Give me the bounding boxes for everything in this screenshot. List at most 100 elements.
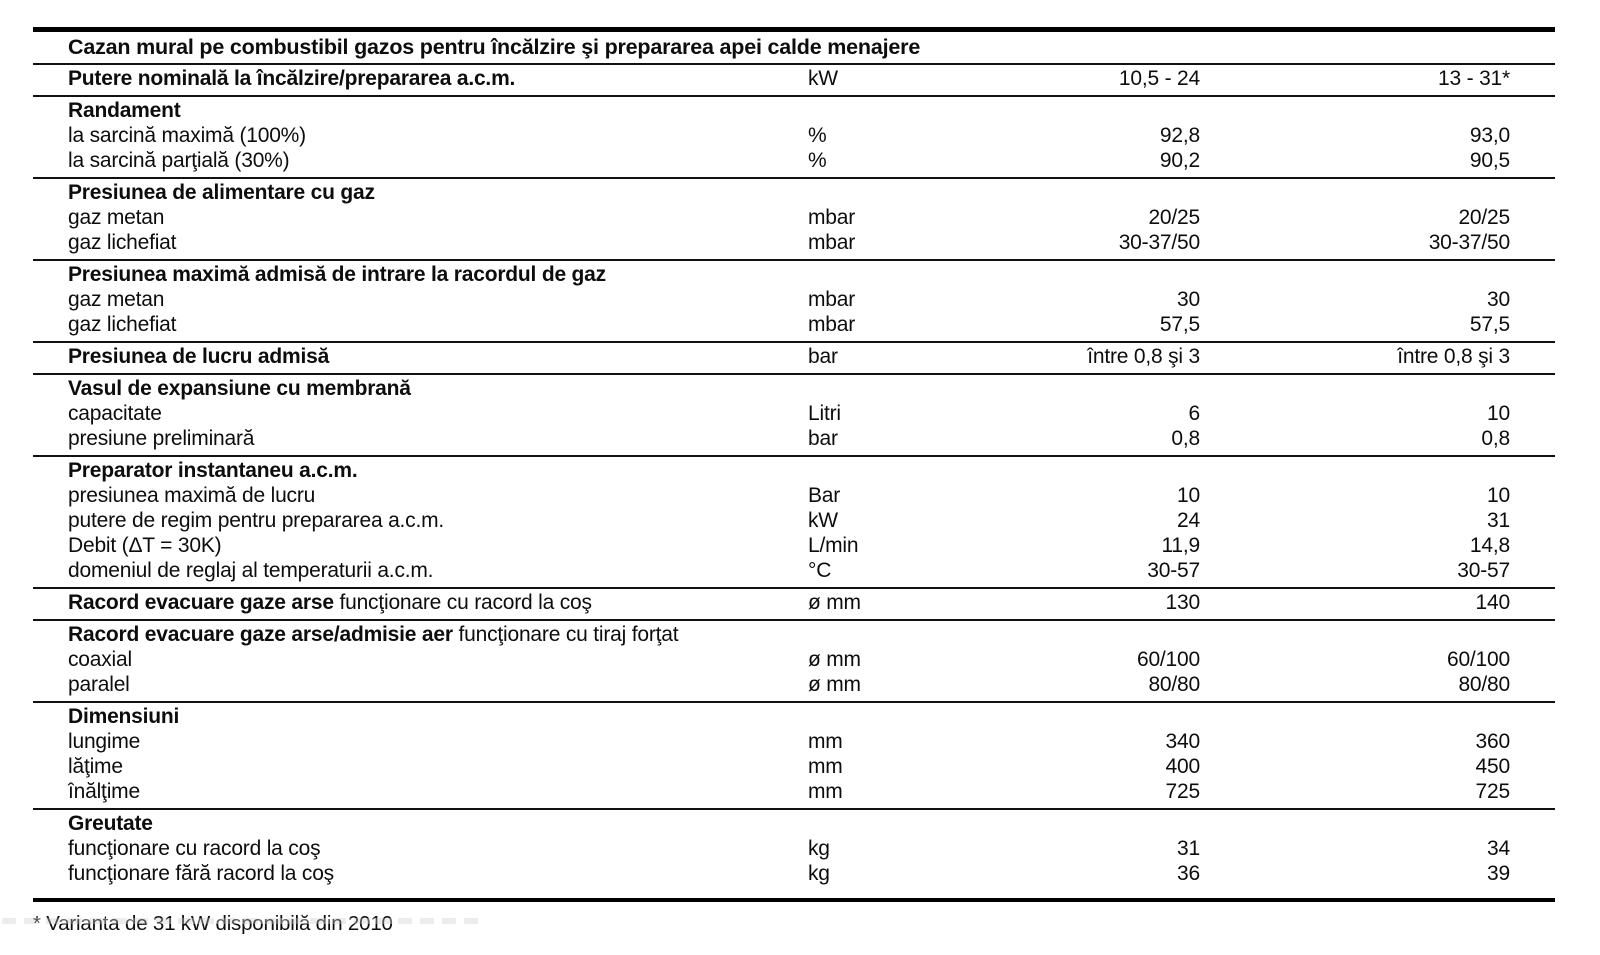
row-label-bold: Racord evacuare gaze arse <box>68 591 334 614</box>
section-putere-nominala: Putere nominală la încălzire/prepararea … <box>33 63 1555 95</box>
row-value-1: 0,8 <box>1171 427 1200 450</box>
table-row: funcţionare fără racord la coş kg 36 39 <box>33 861 1555 886</box>
row-value-1: între 0,8 şi 3 <box>1087 345 1200 368</box>
table-row: Debit (ΔT = 30K) L/min 11,9 14,8 <box>33 533 1555 558</box>
row-value-1: 60/100 <box>1136 648 1200 671</box>
scan-cutoff-artifact <box>2 918 482 924</box>
spacer-cell <box>808 376 993 401</box>
row-label: funcţionare fără racord la coş <box>68 862 334 885</box>
spacer-cell <box>993 622 1200 647</box>
row-label: Presiunea de lucru admisă <box>68 345 330 368</box>
spacer-cell <box>808 262 993 287</box>
section-header-rest: funcţionare cu tiraj forţat <box>452 623 679 646</box>
section-header-row: Presiunea de alimentare cu gaz <box>33 180 1555 205</box>
section-header: Vasul de expansiune cu membrană <box>68 377 411 400</box>
spacer-cell <box>993 180 1200 205</box>
section-header: Presiunea maximă admisă de intrare la ra… <box>68 263 606 286</box>
row-value-2: 57,5 <box>1469 313 1510 336</box>
row-label: presiune preliminară <box>68 427 255 450</box>
spacer-cell <box>1200 98 1555 123</box>
table-row: înălţime mm 725 725 <box>33 779 1555 804</box>
spacer-cell <box>1200 811 1555 836</box>
table-row: la sarcină maximă (100%) % 92,8 93,0 <box>33 123 1555 148</box>
spacer-cell <box>1200 622 1555 647</box>
table-row: lungime mm 340 360 <box>33 729 1555 754</box>
section-vas-expansiune: Vasul de expansiune cu membrană capacita… <box>33 373 1555 455</box>
section-header: Greutate <box>68 812 153 835</box>
section-header-row: Presiunea maximă admisă de intrare la ra… <box>33 262 1555 287</box>
row-value-1: 10 <box>1177 484 1200 507</box>
section-header-row: Vasul de expansiune cu membrană <box>33 376 1555 401</box>
row-unit: % <box>808 124 827 147</box>
row-value-2: 360 <box>1475 730 1511 753</box>
row-value-2: 30-57 <box>1457 559 1510 582</box>
row-label: gaz lichefiat <box>68 313 177 336</box>
spacer-cell <box>993 458 1200 483</box>
row-value-1: 340 <box>1165 730 1201 753</box>
table-row: gaz lichefiat mbar 30-37/50 30-37/50 <box>33 230 1555 255</box>
section-header-row: Racord evacuare gaze arse/admisie aer fu… <box>33 622 1555 647</box>
table-title: Cazan mural pe combustibil gazos pentru … <box>68 35 921 59</box>
row-unit: kg <box>808 862 830 885</box>
table-row: la sarcină parţială (30%) % 90,2 90,5 <box>33 148 1555 173</box>
spacer-cell <box>993 811 1200 836</box>
spacer-cell <box>993 262 1200 287</box>
section-header-bold: Racord evacuare gaze arse/admisie aer <box>68 623 453 646</box>
section-presiune-maxima-intrare: Presiunea maximă admisă de intrare la ra… <box>33 259 1555 341</box>
spacer-cell <box>808 180 993 205</box>
row-unit: °C <box>808 559 832 582</box>
row-value-1: 57,5 <box>1159 313 1200 336</box>
spacer-cell <box>808 811 993 836</box>
table-row: domeniul de reglaj al temperaturii a.c.m… <box>33 558 1555 583</box>
spacer-cell <box>993 98 1200 123</box>
section-preparator-acm: Preparator instantaneu a.c.m. presiunea … <box>33 455 1555 587</box>
row-value-2: 20/25 <box>1458 206 1510 229</box>
row-value-1: 30-37/50 <box>1118 231 1201 254</box>
spacer-cell <box>1200 376 1555 401</box>
row-label: presiunea maximă de lucru <box>68 484 316 507</box>
table-row: lăţime mm 400 450 <box>33 754 1555 779</box>
row-label: Racord evacuare gaze arse funcţionare cu… <box>33 590 808 615</box>
row-value-2: 450 <box>1475 755 1511 778</box>
row-value-1: 10,5 - 24 <box>1118 67 1200 90</box>
row-unit: mbar <box>808 288 856 311</box>
row-value-1: 11,9 <box>1161 534 1200 557</box>
section-header: Presiunea de alimentare cu gaz <box>68 181 375 204</box>
table-row: presiune preliminară bar 0,8 0,8 <box>33 426 1555 451</box>
table-row: Racord evacuare gaze arse funcţionare cu… <box>33 590 1555 615</box>
row-value-2: 31 <box>1487 509 1510 532</box>
row-label: paralel <box>68 673 130 696</box>
row-value-2: 13 - 31* <box>1438 67 1510 90</box>
section-randament: Randament la sarcină maximă (100%) % 92,… <box>33 95 1555 177</box>
table-row: paralel ø mm 80/80 80/80 <box>33 672 1555 697</box>
table-row: Putere nominală la încălzire/prepararea … <box>33 66 1555 91</box>
row-label: la sarcină maximă (100%) <box>68 124 306 147</box>
spec-table: Cazan mural pe combustibil gazos pentru … <box>33 27 1555 902</box>
row-value-1: 90,2 <box>1159 149 1200 172</box>
row-label: înălţime <box>68 780 140 803</box>
row-unit: L/min <box>808 534 859 557</box>
section-racord-evacuare: Racord evacuare gaze arse funcţionare cu… <box>33 587 1555 619</box>
row-label: funcţionare cu racord la coş <box>68 837 321 860</box>
row-value-1: 30-57 <box>1147 559 1200 582</box>
row-label: la sarcină parţială (30%) <box>68 149 290 172</box>
row-value-2: 93,0 <box>1469 124 1510 147</box>
row-value-2: 10 <box>1487 402 1510 425</box>
row-value-2: 30 <box>1487 288 1510 311</box>
row-value-1: 725 <box>1165 780 1201 803</box>
row-unit: bar <box>808 427 838 450</box>
table-row: capacitate Litri 6 10 <box>33 401 1555 426</box>
row-value-1: 6 <box>1188 402 1201 425</box>
row-value-2: 30-37/50 <box>1428 231 1511 254</box>
table-row: putere de regim pentru prepararea a.c.m.… <box>33 508 1555 533</box>
row-unit: bar <box>808 345 838 368</box>
row-value-1: 31 <box>1177 837 1200 860</box>
row-value-1: 30 <box>1177 288 1200 311</box>
section-dimensiuni: Dimensiuni lungime mm 340 360 lăţime mm … <box>33 701 1555 808</box>
row-label: putere de regim pentru prepararea a.c.m. <box>68 509 445 532</box>
row-value-1: 130 <box>1165 591 1201 614</box>
row-unit: % <box>808 149 827 172</box>
row-value-2: 34 <box>1487 837 1510 860</box>
section-presiune-lucru: Presiunea de lucru admisă bar între 0,8 … <box>33 341 1555 373</box>
table-row: gaz metan mbar 30 30 <box>33 287 1555 312</box>
